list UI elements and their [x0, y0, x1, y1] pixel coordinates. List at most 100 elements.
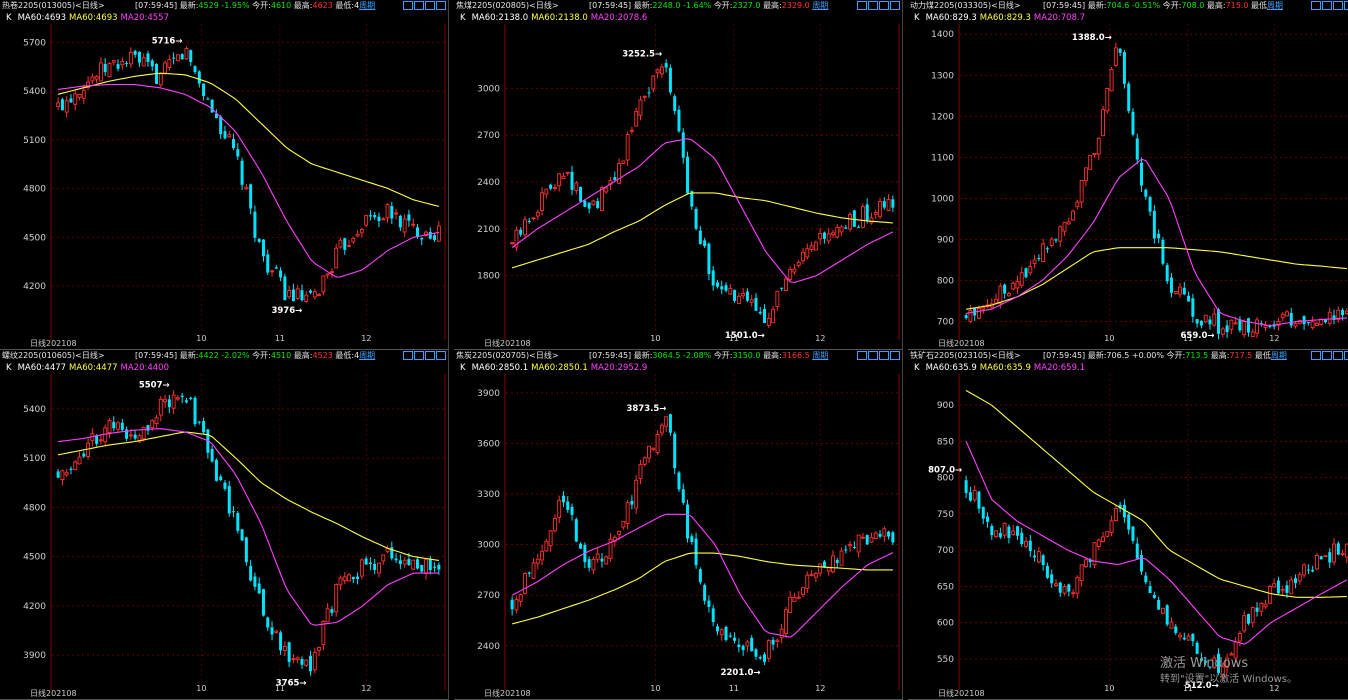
- candle-body: [1002, 522, 1007, 536]
- candle-body: [981, 306, 986, 310]
- x-tick-label: 12: [361, 684, 371, 692]
- candle-body: [518, 594, 523, 602]
- restore-button[interactable]: [868, 1, 878, 10]
- candlestick-plot[interactable]: 3900 3600 3300 3000 2700 2400 10 11 12 3873.5→ 220…: [454, 374, 903, 692]
- low-extreme-label: 512.0→: [1185, 681, 1219, 691]
- candle-body: [711, 608, 715, 623]
- minimize-button[interactable]: [1311, 351, 1321, 360]
- panel-footer: 日线 202108: [454, 339, 902, 349]
- layout-button[interactable]: [425, 351, 435, 360]
- candle-body: [1122, 504, 1126, 518]
- candle-body: [1105, 87, 1110, 112]
- maximize-button[interactable]: [890, 1, 900, 10]
- candle-body: [865, 534, 869, 545]
- layout-button[interactable]: [1333, 351, 1343, 360]
- change-percent: -1.95%: [221, 1, 253, 10]
- candle-body: [1204, 661, 1208, 663]
- candle-body: [420, 237, 424, 240]
- candle-body: [583, 200, 587, 207]
- chart-panel-1[interactable]: 热卷2205(013005)<日线> [07:59:45] 最新:4529 -1.…: [0, 0, 449, 350]
- candlestick-plot[interactable]: 1400 1300 1200 1100 1000 900 800 700 10 11 12 1388.…: [908, 24, 1348, 342]
- candlestick-plot[interactable]: 5700 5400 5100 4800 4500 4200 10 11 12 5716→ 3976→: [0, 24, 449, 342]
- restore-button[interactable]: [414, 351, 424, 360]
- legend-ma20: MA20:4557: [120, 13, 169, 23]
- period-button[interactable]: 周期: [1267, 1, 1284, 10]
- y-tick-label: 800: [937, 277, 954, 287]
- period-button[interactable]: 周期: [359, 351, 376, 360]
- maximize-button[interactable]: [890, 351, 900, 360]
- candle-body: [107, 63, 112, 78]
- candle-body: [860, 206, 865, 228]
- maximize-button[interactable]: [1344, 1, 1348, 10]
- window-controls: [1311, 351, 1348, 360]
- y-tick-label: 2100: [477, 225, 500, 235]
- chart-panel-4[interactable]: 螺纹2205(010605)<日线> [07:59:45] 最新:4422 -2.…: [0, 350, 449, 700]
- latest-value: 706.5: [1106, 351, 1132, 360]
- candle-body: [630, 500, 634, 505]
- candle-body: [809, 245, 814, 250]
- layout-button[interactable]: [425, 1, 435, 10]
- restore-button[interactable]: [1322, 1, 1332, 10]
- candle-body: [1332, 543, 1336, 563]
- candle-body: [514, 229, 519, 248]
- candle-body: [600, 558, 604, 562]
- chart-panel-2[interactable]: 焦煤2205(020805)<日线> [07:59:45] 最新:2248.0 -…: [454, 0, 903, 350]
- layout-button[interactable]: [879, 351, 889, 360]
- candle-body: [210, 448, 214, 462]
- candle-body: [1182, 637, 1186, 640]
- candle-body: [274, 630, 279, 634]
- candle-body: [98, 439, 103, 442]
- period-label: 日线: [30, 689, 46, 698]
- candlestick-plot[interactable]: 5400 5100 4800 4500 4200 3900 10 11 12 5507→ 3765→: [0, 374, 449, 692]
- y-tick-label: 600: [937, 619, 954, 629]
- candle-body: [1242, 615, 1247, 632]
- minimize-button[interactable]: [403, 351, 413, 360]
- layout-button[interactable]: [879, 1, 889, 10]
- candle-body: [1062, 586, 1067, 594]
- candle-body: [698, 569, 702, 583]
- candle-body: [1054, 239, 1058, 241]
- minimize-button[interactable]: [857, 351, 867, 360]
- candlestick-plot[interactable]: 900 850 800 750 700 650 600 550 10 11 12 807.0→ 512.…: [908, 374, 1348, 692]
- y-tick-label: 1800: [477, 272, 500, 282]
- candle-body: [206, 98, 210, 100]
- change-percent: +0.00%: [1131, 351, 1167, 360]
- candle-body: [514, 599, 519, 611]
- minimize-button[interactable]: [403, 1, 413, 10]
- maximize-button[interactable]: [436, 351, 446, 360]
- candle-body: [415, 559, 419, 569]
- period-button[interactable]: 周期: [359, 1, 376, 10]
- maximize-button[interactable]: [1344, 351, 1348, 360]
- candlestick-plot[interactable]: 3000 2700 2400 2100 1800 10 11 12 3252.5→ 1501.0→: [454, 24, 903, 342]
- candle-body: [1314, 322, 1319, 327]
- candle-body: [775, 290, 780, 307]
- candle-body: [561, 175, 566, 179]
- maximize-button[interactable]: [436, 1, 446, 10]
- chart-panel-3[interactable]: 动力煤2205(033305)<日线> [07:59:45] 最新:704.6 -…: [908, 0, 1348, 350]
- y-tick-label: 1400: [931, 30, 954, 40]
- low-extreme-label: 3976→: [271, 306, 302, 316]
- chart-panel-5[interactable]: 焦炭2205(020705)<日线> [07:59:45] 最新:3064.5 -…: [454, 350, 903, 700]
- restore-button[interactable]: [868, 351, 878, 360]
- window-controls: [857, 351, 900, 360]
- period-button[interactable]: 周期: [1270, 351, 1287, 360]
- timestamp: [07:59:45]: [1043, 1, 1088, 10]
- candle-body: [651, 447, 656, 450]
- restore-button[interactable]: [1322, 351, 1332, 360]
- candle-body: [754, 649, 758, 657]
- candle-body: [437, 564, 441, 570]
- period-button[interactable]: 周期: [812, 351, 829, 360]
- candle-body: [343, 238, 347, 250]
- candle-body: [359, 559, 364, 577]
- candle-body: [1122, 52, 1126, 84]
- layout-button[interactable]: [1333, 1, 1343, 10]
- minimize-button[interactable]: [1311, 1, 1321, 10]
- candle-body: [1127, 83, 1131, 112]
- candle-body: [398, 215, 402, 228]
- restore-button[interactable]: [414, 1, 424, 10]
- period-button[interactable]: 周期: [812, 1, 829, 10]
- candle-body: [707, 243, 711, 275]
- candle-body: [1083, 559, 1088, 568]
- minimize-button[interactable]: [857, 1, 867, 10]
- chart-panel-6[interactable]: 铁矿石2205(023105)<日线> [07:59:45] 最新:706.5 +…: [908, 350, 1348, 700]
